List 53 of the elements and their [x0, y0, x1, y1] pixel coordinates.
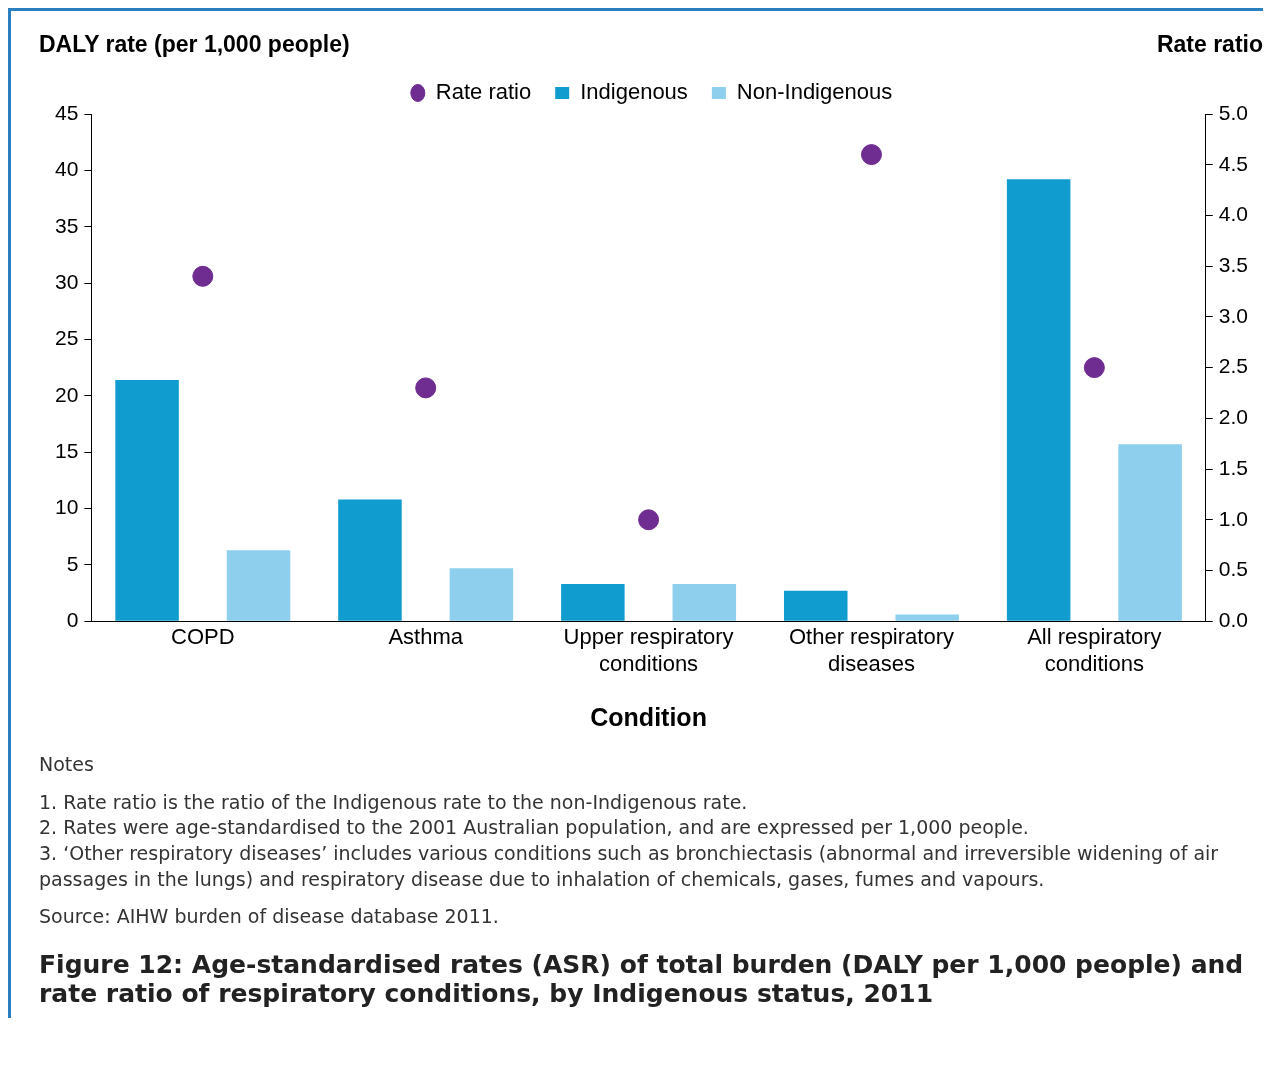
text: 3. ‘Other respiratory diseases’ includes various conditions such as bronchiectasis (abnormal and irreversible widening of air passages in the lungs) and respiratory disease due to inhalation of chemicals, gases, fumes and vapours.	[39, 840, 1220, 892]
text: 2. Rates were age-standardised to the 2001 Australian population, and are expressed per 1,000 people.	[39, 815, 1030, 841]
y2-axis-title: Rate ratio	[1156, 31, 1263, 58]
x-tick-label: Asthma	[388, 624, 464, 650]
x-tick-label: All respiratory conditions	[1027, 624, 1162, 676]
x-tick-label: Other respiratory diseases	[788, 624, 954, 676]
y-tick-label: 20	[55, 382, 79, 406]
x-tick-label: COPD	[171, 624, 235, 650]
y2-tick-label: 0.5	[1218, 557, 1249, 581]
y-tick-label: 10	[55, 495, 79, 519]
text: Notes	[39, 752, 95, 777]
point	[192, 265, 214, 287]
legend-label: Non-Indigenous	[736, 79, 893, 105]
bar	[1006, 179, 1071, 621]
y-tick-label: 0	[66, 608, 79, 631]
bar	[895, 614, 959, 621]
point	[638, 509, 660, 531]
text: Figure 12: Age-standardised rates (ASR) of total burden (DALY per 1,000 people) and rate ratio of respiratory conditions, by Indigenous status, 2011	[39, 949, 1245, 1008]
bar	[338, 499, 402, 621]
y2-tick-label: 0.0	[1218, 608, 1249, 631]
legend-label: Rate ratio	[435, 79, 532, 105]
bar	[561, 584, 625, 621]
y2-tick-label: 2.5	[1218, 354, 1249, 378]
point	[1083, 357, 1105, 379]
y-axis-title: DALY rate (per 1,000 people)	[39, 31, 350, 58]
y2-tick-label: 5.0	[1218, 100, 1249, 124]
bar	[449, 568, 514, 621]
y2-tick-label: 1.5	[1218, 455, 1249, 479]
legend-label: Indigenous	[580, 79, 688, 105]
bar	[1118, 444, 1182, 621]
bar	[783, 590, 848, 621]
y-tick-label: 35	[55, 213, 79, 237]
source-note: Source: AIHW burden of disease database 2011.	[39, 904, 500, 930]
x-tick-label: Upper respiratory conditions	[563, 624, 734, 676]
y2-tick-label: 3.5	[1218, 252, 1249, 276]
y-tick-label: 5	[66, 551, 79, 575]
text: 1. Rate ratio is the ratio of the Indigenous rate to the non-Indigenous rate.	[39, 789, 749, 815]
bar	[672, 584, 737, 621]
point	[415, 377, 437, 399]
bar	[115, 380, 179, 621]
y2-tick-label: 1.0	[1218, 506, 1249, 530]
y-tick-label: 15	[55, 438, 79, 462]
y-tick-label: 45	[55, 100, 79, 124]
y2-tick-label: 2.0	[1218, 405, 1249, 429]
y-tick-label: 40	[55, 157, 79, 181]
y-tick-label: 25	[55, 326, 79, 350]
bar	[226, 550, 291, 621]
y2-tick-label: 3.0	[1218, 303, 1249, 327]
y2-tick-label: 4.0	[1218, 202, 1249, 226]
point	[860, 144, 882, 166]
y2-tick-label: 4.5	[1218, 151, 1249, 175]
y-tick-label: 30	[55, 269, 79, 293]
x-axis-title: Condition	[590, 702, 707, 731]
